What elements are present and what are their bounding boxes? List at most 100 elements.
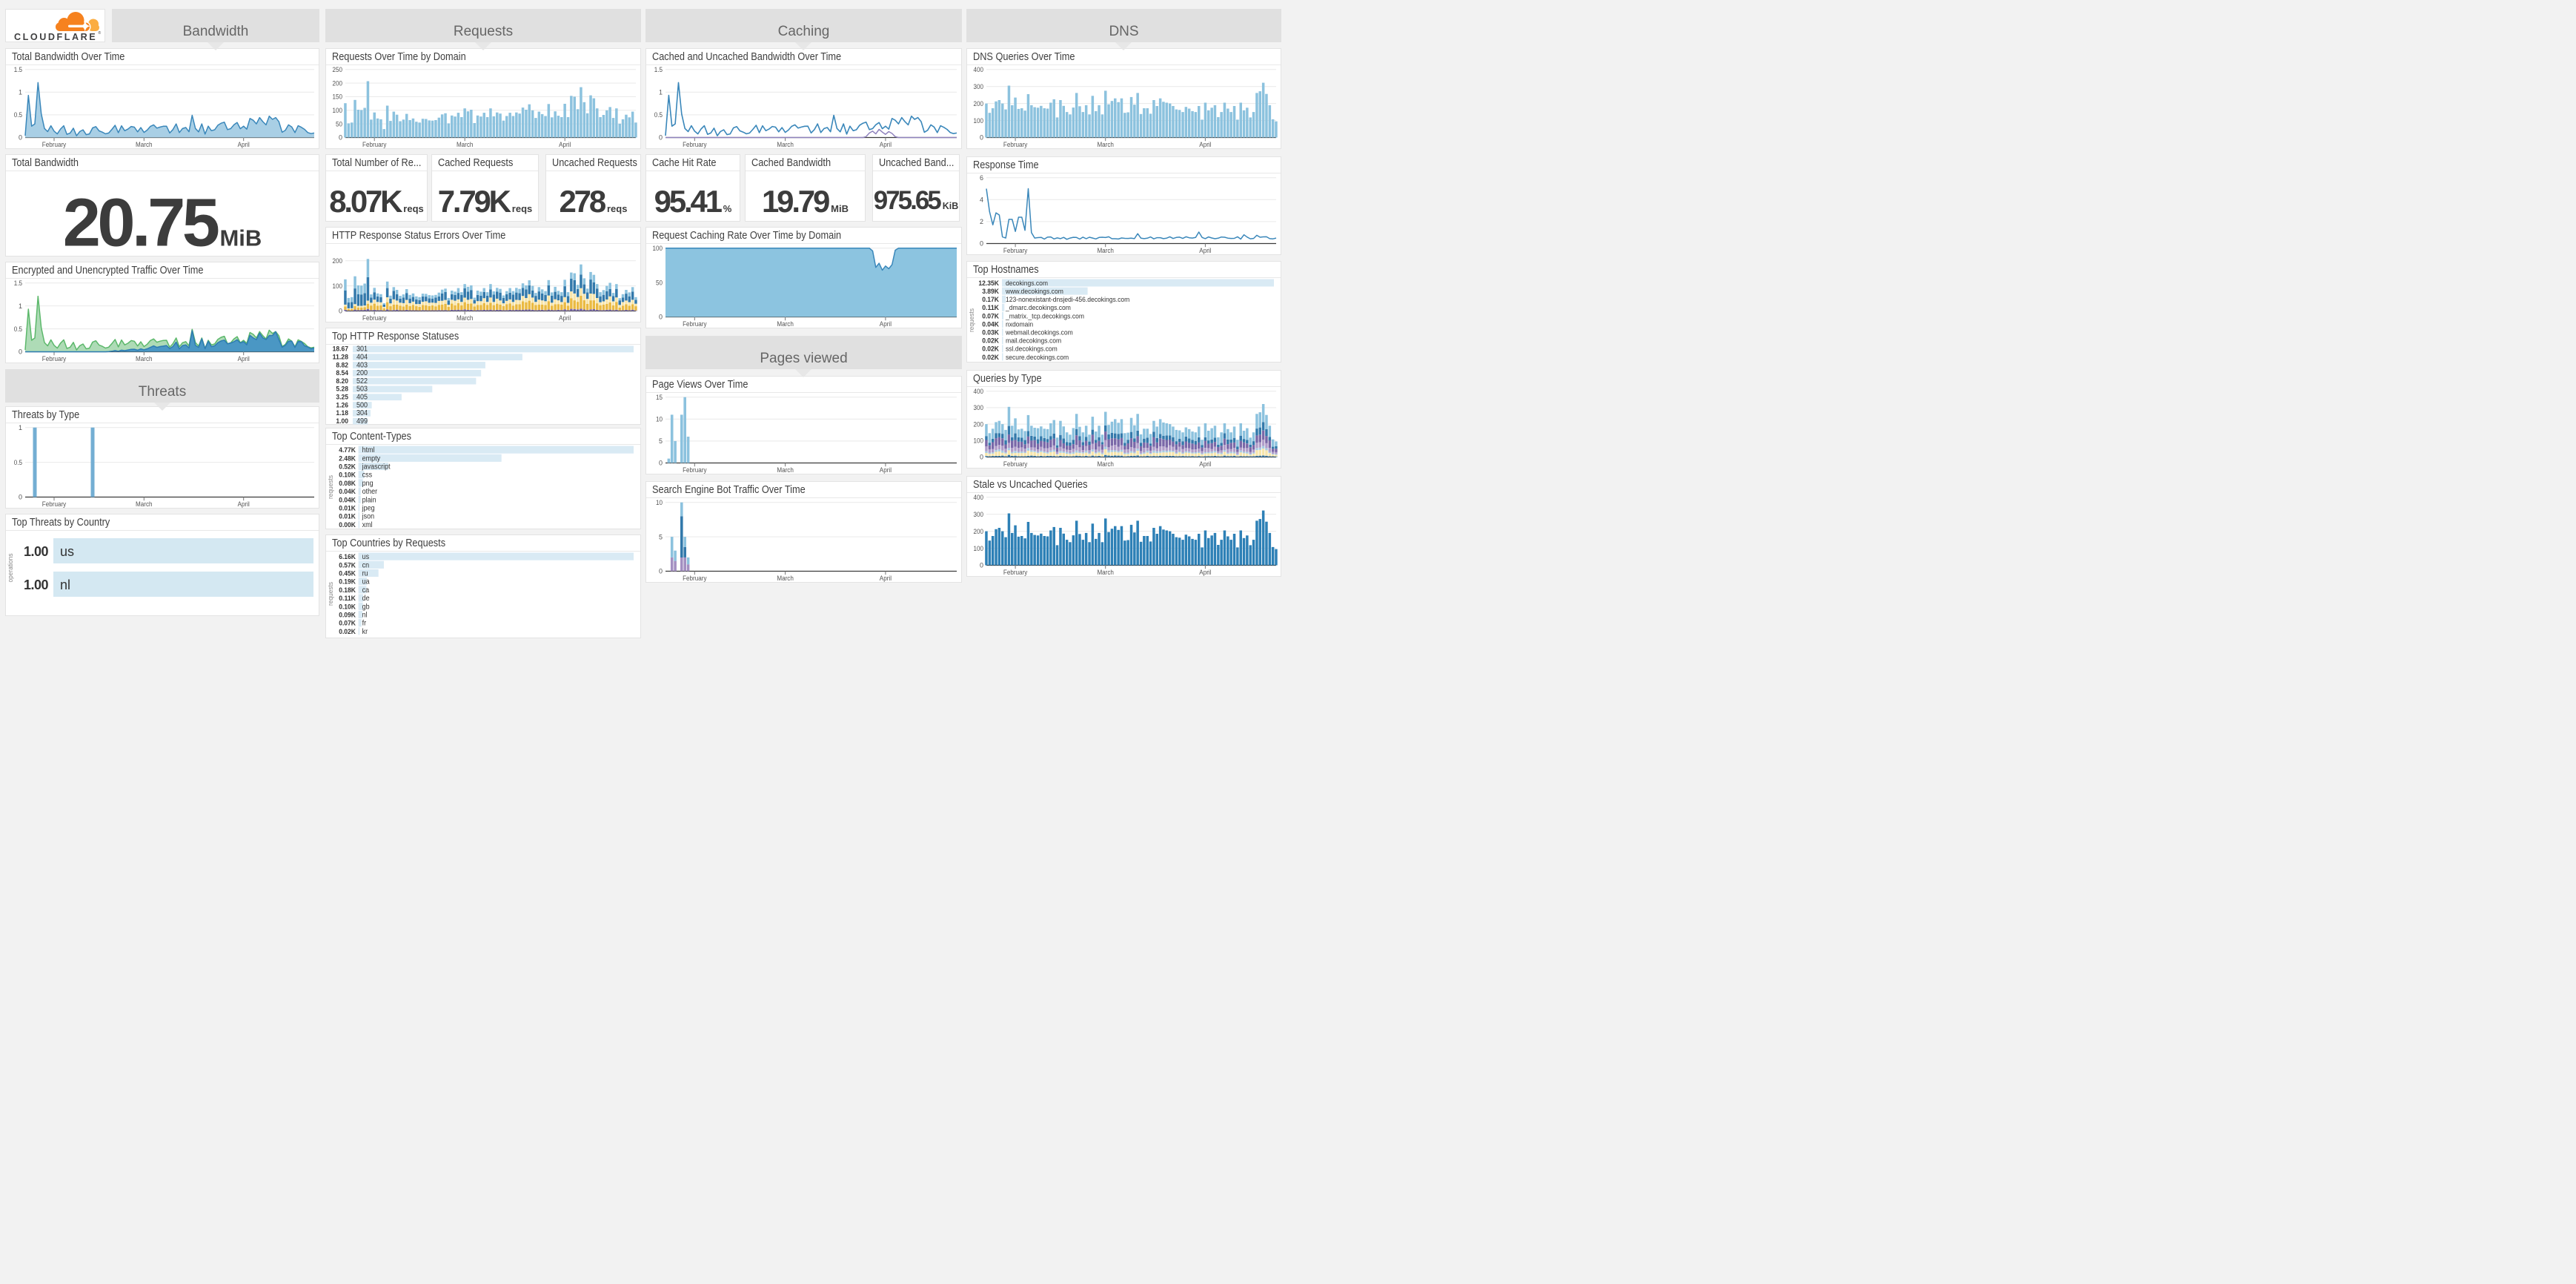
svg-text:5: 5 <box>659 533 663 540</box>
svg-text:200: 200 <box>974 420 984 428</box>
svg-text:February: February <box>42 500 67 508</box>
svg-text:250: 250 <box>333 66 343 73</box>
svg-text:200: 200 <box>333 79 343 87</box>
svg-text:0.02K: 0.02K <box>982 337 999 345</box>
svg-text:1.00: 1.00 <box>24 544 49 559</box>
svg-text:8.20: 8.20 <box>336 377 348 385</box>
svg-text:March: March <box>1097 141 1114 148</box>
svg-text:0: 0 <box>659 460 663 467</box>
svg-text:1: 1 <box>659 89 663 96</box>
svg-text:®: ® <box>99 30 102 36</box>
svg-text:plain: plain <box>362 496 376 504</box>
svg-text:0: 0 <box>659 134 663 142</box>
svg-text:15: 15 <box>656 394 663 401</box>
svg-text:18.67: 18.67 <box>333 345 348 354</box>
svg-text:0: 0 <box>980 240 983 248</box>
svg-text:mail.decokings.com: mail.decokings.com <box>1006 337 1061 345</box>
svg-text:_dmarc.decokings.com: _dmarc.decokings.com <box>1005 304 1071 312</box>
svg-text:8.54: 8.54 <box>336 369 348 377</box>
svg-text:February: February <box>1003 247 1028 254</box>
svg-text:500: 500 <box>356 401 368 409</box>
svg-text:requests: requests <box>327 582 335 606</box>
svg-text:jpeg: jpeg <box>362 505 375 513</box>
svg-text:300: 300 <box>974 83 984 90</box>
svg-text:200: 200 <box>974 528 984 535</box>
svg-text:0.02K: 0.02K <box>339 628 356 636</box>
svg-text:0.5: 0.5 <box>654 111 663 119</box>
svg-text:April: April <box>880 466 892 474</box>
svg-text:March: March <box>1097 460 1114 468</box>
svg-text:nl: nl <box>60 578 70 592</box>
svg-text:1.18: 1.18 <box>336 409 348 417</box>
svg-text:April: April <box>559 314 571 322</box>
svg-text:0.04K: 0.04K <box>982 320 999 328</box>
svg-text:requests: requests <box>968 308 976 332</box>
svg-text:ru: ru <box>362 570 368 578</box>
svg-text:March: March <box>457 141 474 148</box>
svg-text:json: json <box>362 513 374 521</box>
svg-text:February: February <box>1003 569 1028 576</box>
svg-text:April: April <box>880 320 892 328</box>
svg-text:ca: ca <box>362 586 370 595</box>
svg-text:_matrix._tcp.decokings.com: _matrix._tcp.decokings.com <box>1005 312 1084 320</box>
svg-text:0.02K: 0.02K <box>982 354 999 362</box>
svg-text:webmail.decokings.com: webmail.decokings.com <box>1005 329 1073 337</box>
svg-text:4.77K: 4.77K <box>339 446 356 454</box>
svg-text:April: April <box>1199 569 1211 576</box>
svg-text:April: April <box>880 141 892 148</box>
svg-text:February: February <box>683 141 707 148</box>
svg-text:1.5: 1.5 <box>654 66 663 73</box>
svg-text:10: 10 <box>656 499 663 506</box>
svg-text:April: April <box>1199 460 1211 468</box>
svg-text:499: 499 <box>356 417 368 426</box>
svg-text:March: March <box>777 320 794 328</box>
svg-text:6.16K: 6.16K <box>339 553 356 561</box>
svg-text:0.02K: 0.02K <box>982 345 999 354</box>
svg-text:April: April <box>1199 141 1211 148</box>
svg-text:April: April <box>880 575 892 582</box>
svg-text:100: 100 <box>974 117 984 125</box>
svg-text:0.09K: 0.09K <box>339 612 356 620</box>
svg-text:April: April <box>1199 247 1211 254</box>
svg-text:5.28: 5.28 <box>336 385 348 394</box>
svg-text:0: 0 <box>19 134 22 142</box>
svg-text:0.5: 0.5 <box>14 111 22 119</box>
svg-text:secure.decokings.com: secure.decokings.com <box>1006 354 1069 362</box>
svg-text:empty: empty <box>362 454 380 463</box>
svg-text:javascript: javascript <box>362 463 391 471</box>
svg-text:February: February <box>1003 141 1028 148</box>
svg-text:png: png <box>362 480 374 488</box>
svg-text:405: 405 <box>356 394 368 402</box>
svg-text:1: 1 <box>19 302 22 310</box>
svg-text:50: 50 <box>656 279 663 286</box>
svg-text:0.17K: 0.17K <box>982 296 999 304</box>
svg-text:12.35K: 12.35K <box>978 279 999 288</box>
svg-text:1.00: 1.00 <box>24 578 49 592</box>
svg-text:0.52K: 0.52K <box>339 463 356 471</box>
svg-text:nxdomain: nxdomain <box>1006 320 1033 328</box>
svg-text:February: February <box>42 141 67 148</box>
svg-text:300: 300 <box>974 404 984 411</box>
svg-text:March: March <box>777 466 794 474</box>
svg-text:400: 400 <box>974 494 984 501</box>
svg-text:100: 100 <box>974 545 984 552</box>
svg-text:304: 304 <box>356 409 368 417</box>
svg-text:403: 403 <box>356 361 368 369</box>
svg-text:0.57K: 0.57K <box>339 561 356 569</box>
svg-text:March: March <box>1097 569 1114 576</box>
svg-text:3.25: 3.25 <box>336 394 348 402</box>
svg-text:0.07K: 0.07K <box>982 312 999 320</box>
svg-text:0.07K: 0.07K <box>339 620 356 628</box>
svg-text:1: 1 <box>19 89 22 96</box>
svg-text:decokings.com: decokings.com <box>1006 279 1048 288</box>
svg-text:0: 0 <box>19 494 22 501</box>
svg-text:0: 0 <box>339 308 342 315</box>
svg-text:March: March <box>136 355 153 363</box>
svg-text:March: March <box>777 575 794 582</box>
svg-text:0: 0 <box>980 562 983 569</box>
svg-text:0.11K: 0.11K <box>982 304 999 312</box>
svg-text:April: April <box>238 141 250 148</box>
svg-text:0.01K: 0.01K <box>339 513 356 521</box>
svg-text:1.00: 1.00 <box>336 417 348 426</box>
svg-text:0: 0 <box>659 568 663 575</box>
